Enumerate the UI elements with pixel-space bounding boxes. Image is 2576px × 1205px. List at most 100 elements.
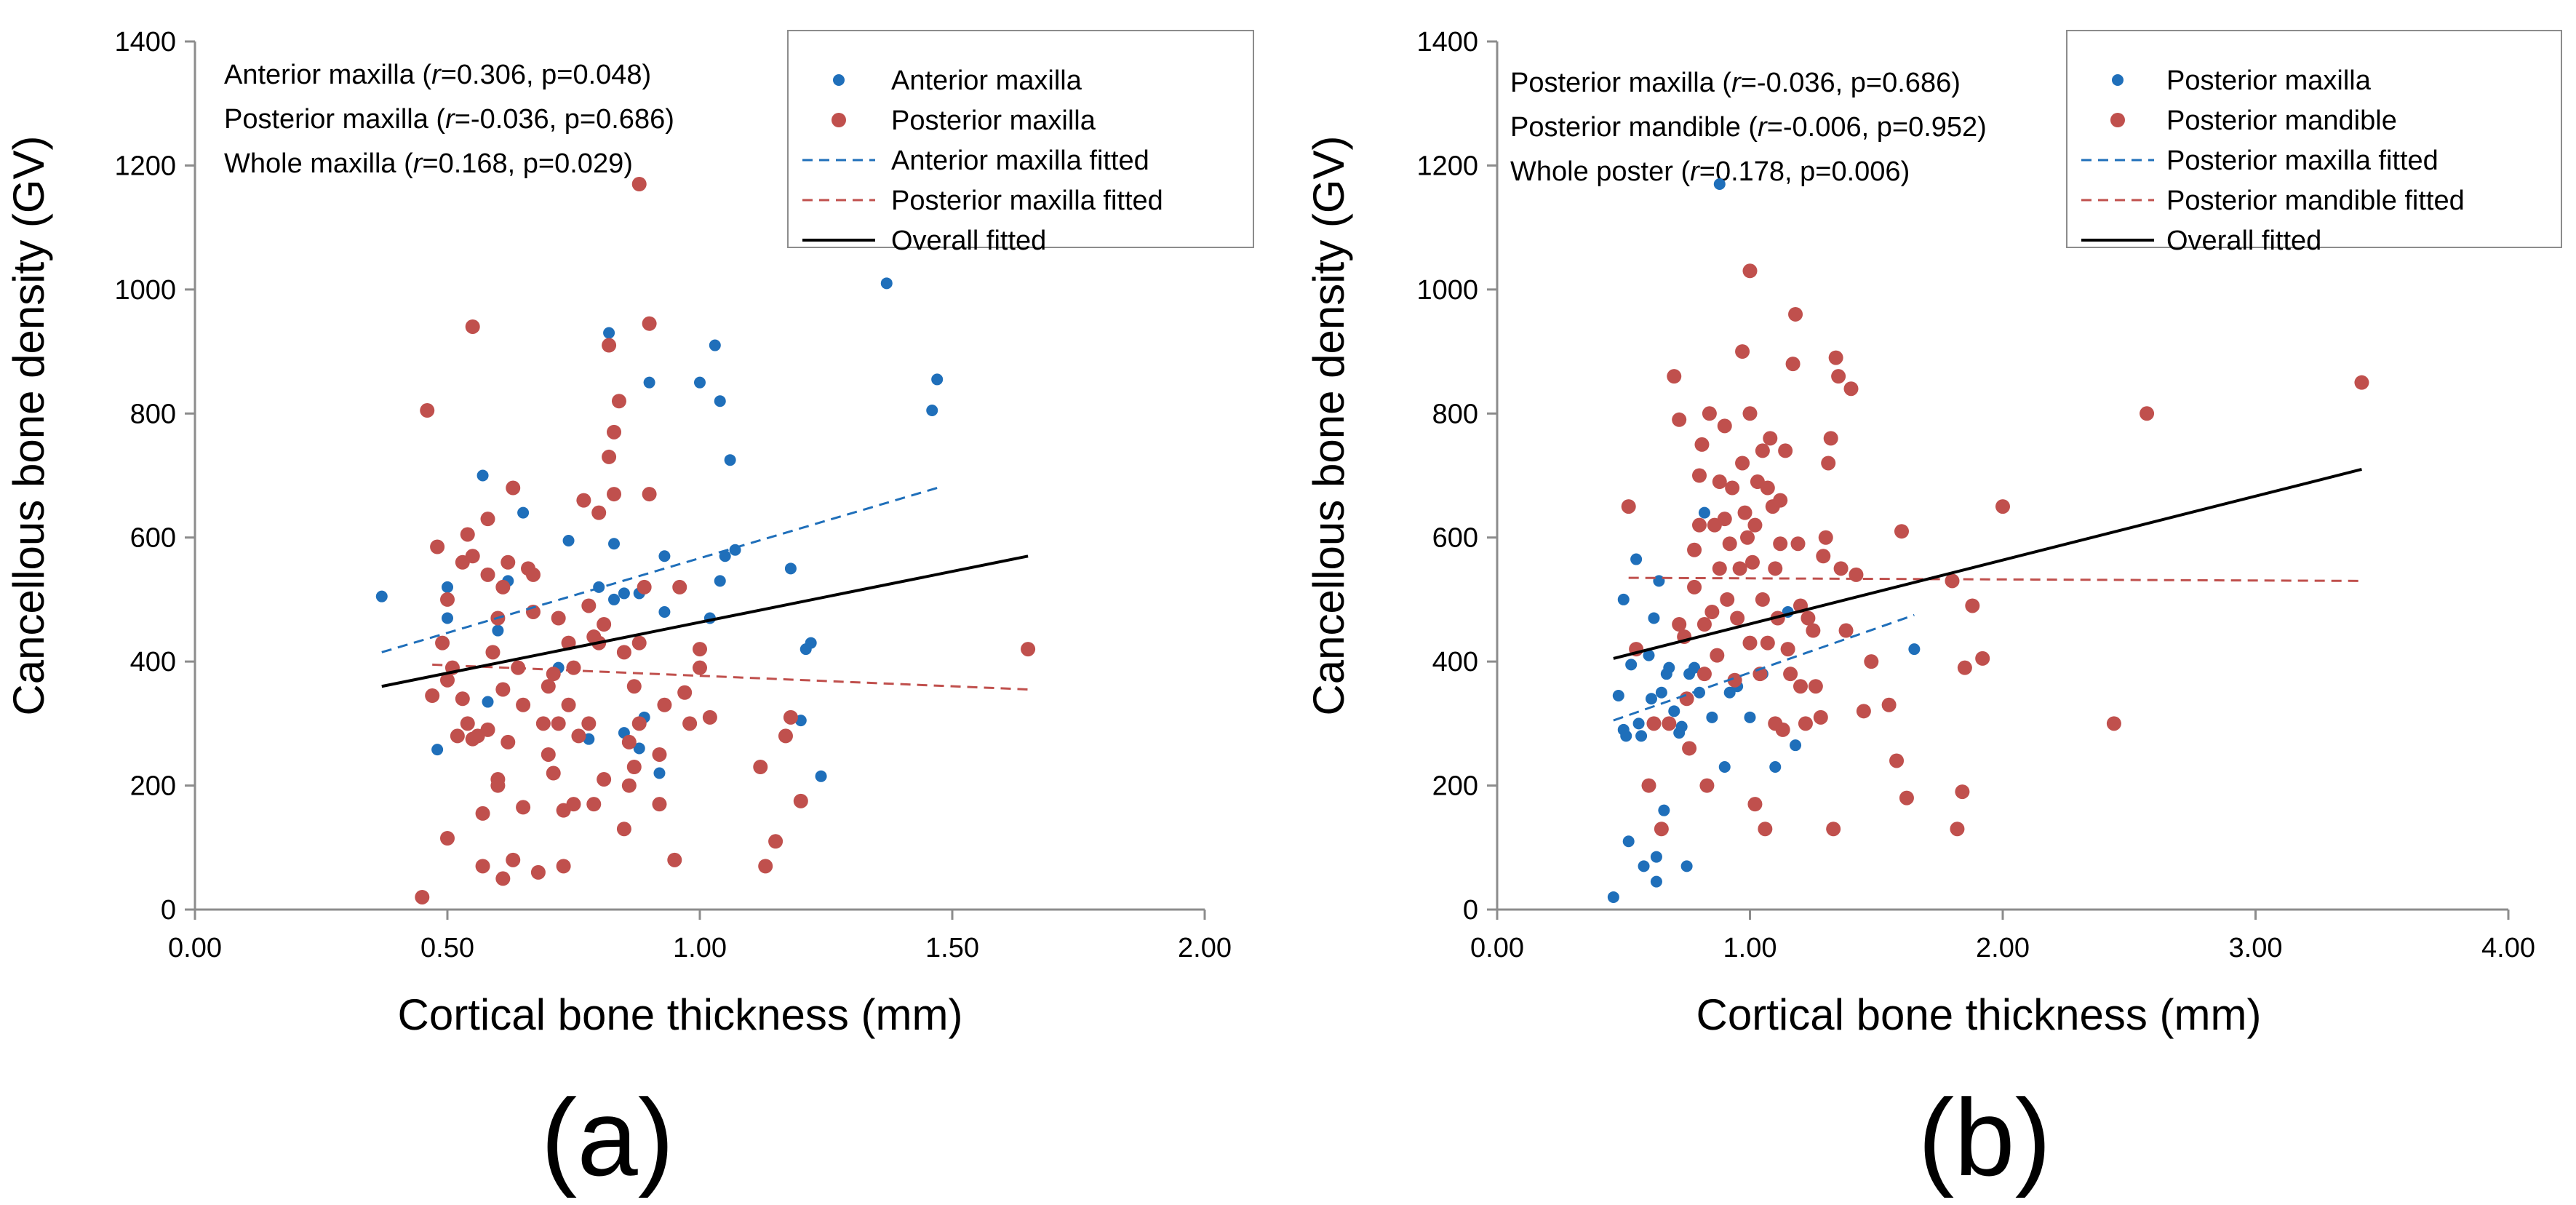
data-point bbox=[1710, 648, 1725, 663]
data-point bbox=[880, 277, 893, 290]
data-point bbox=[702, 709, 717, 725]
data-point bbox=[768, 834, 783, 849]
y-tick-label-b: 800 bbox=[1432, 399, 1478, 429]
data-point bbox=[1828, 350, 1843, 365]
data-point bbox=[517, 506, 530, 519]
plot-area-b: 0 200 400 600 800 1000 1200 1400 0.00 1.00 2.00 3.0… bbox=[1416, 27, 2535, 963]
data-point bbox=[1816, 549, 1831, 564]
x-tick-label-b: 1.00 bbox=[1723, 933, 1777, 963]
data-point bbox=[682, 716, 698, 731]
data-point bbox=[1622, 835, 1635, 848]
data-point bbox=[1717, 418, 1732, 434]
data-point bbox=[658, 605, 671, 618]
annotation-line: Posterior maxilla (r=-0.036, p=0.686) bbox=[224, 104, 674, 135]
data-point bbox=[476, 469, 489, 482]
legend-a: Anterior maxilla Posterior maxilla Anterio… bbox=[787, 30, 1254, 256]
data-point bbox=[926, 405, 938, 417]
data-point bbox=[2140, 406, 2155, 421]
data-point bbox=[1793, 679, 1808, 694]
data-point bbox=[440, 831, 455, 846]
data-point bbox=[714, 575, 726, 587]
data-point bbox=[425, 688, 440, 704]
data-point bbox=[724, 454, 736, 466]
data-point bbox=[1698, 506, 1710, 519]
legend-marker bbox=[2112, 74, 2124, 86]
legend-label: Posterior maxilla bbox=[2166, 65, 2372, 96]
y-tick-label-b: 0 bbox=[1463, 895, 1478, 926]
data-point bbox=[719, 550, 731, 562]
data-point bbox=[607, 487, 622, 502]
legend-label: Overall fitted bbox=[2166, 226, 2321, 256]
series-red-b bbox=[1621, 263, 2369, 837]
legend-label: Overall fitted bbox=[891, 226, 1046, 256]
data-point bbox=[667, 852, 682, 867]
data-point bbox=[1818, 530, 1833, 545]
data-point bbox=[541, 679, 556, 694]
data-point bbox=[475, 859, 490, 874]
data-point bbox=[611, 394, 626, 409]
data-point bbox=[2354, 375, 2369, 390]
data-point bbox=[1646, 716, 1662, 731]
data-point bbox=[1744, 554, 1760, 570]
data-point bbox=[1945, 573, 1960, 589]
data-point bbox=[1655, 686, 1667, 699]
plot-area-a: 0 200 400 600 800 1000 1200 1400 0.00 0.50 1.00 1.5… bbox=[114, 27, 1232, 963]
data-point bbox=[1687, 542, 1702, 557]
data-point bbox=[653, 767, 666, 779]
data-point bbox=[1696, 667, 1712, 682]
data-point bbox=[1975, 651, 1990, 666]
series-blue-b bbox=[1607, 178, 1921, 903]
data-point bbox=[1645, 693, 1657, 705]
data-point bbox=[506, 852, 521, 867]
data-point bbox=[637, 579, 652, 594]
data-point bbox=[492, 624, 504, 637]
data-point bbox=[566, 797, 581, 812]
data-point bbox=[516, 697, 531, 712]
data-point bbox=[1688, 661, 1701, 674]
data-point bbox=[551, 611, 566, 626]
data-point bbox=[1955, 784, 1970, 800]
data-point bbox=[576, 493, 591, 508]
data-point bbox=[657, 697, 672, 712]
data-point bbox=[1778, 443, 1793, 458]
annotation-line: Posterior mandible (r=-0.006, p=0.952) bbox=[1510, 112, 1987, 143]
data-point bbox=[1760, 635, 1775, 651]
data-point bbox=[561, 697, 576, 712]
x-tick-label-b: 2.00 bbox=[1976, 933, 2030, 963]
data-point bbox=[603, 327, 615, 339]
data-point bbox=[1843, 381, 1859, 397]
legend-box-b bbox=[2066, 30, 2562, 248]
data-point bbox=[1831, 369, 1846, 384]
data-point bbox=[621, 778, 637, 793]
data-point bbox=[618, 587, 630, 600]
data-point bbox=[1667, 369, 1682, 384]
data-point bbox=[643, 376, 655, 389]
data-point bbox=[1635, 730, 1648, 742]
data-point bbox=[556, 859, 571, 874]
data-point bbox=[1808, 679, 1823, 694]
data-point bbox=[709, 339, 721, 351]
x-axis-title-b: Cortical bone thickness (mm) bbox=[1696, 990, 2262, 1039]
data-point bbox=[616, 645, 631, 660]
data-point bbox=[435, 635, 450, 651]
data-point bbox=[778, 728, 793, 744]
data-point bbox=[495, 682, 511, 697]
panel-b: Cancellous bone density (GV) Cortical bo… bbox=[1304, 27, 2562, 1198]
data-point bbox=[753, 760, 768, 775]
x-tick-label-a: 0.50 bbox=[420, 933, 474, 963]
data-point bbox=[1783, 667, 1798, 682]
data-point bbox=[1696, 617, 1712, 632]
data-point bbox=[1638, 860, 1650, 872]
data-point bbox=[1788, 306, 1803, 322]
data-point bbox=[480, 512, 495, 527]
data-point bbox=[631, 176, 647, 191]
data-point bbox=[1758, 822, 1773, 837]
legend-label: Posterior mandible fitted bbox=[2166, 186, 2465, 216]
data-point bbox=[431, 744, 444, 756]
data-point bbox=[1744, 711, 1756, 723]
data-point bbox=[1720, 592, 1735, 607]
data-point bbox=[562, 534, 575, 546]
data-point bbox=[793, 793, 808, 808]
data-point bbox=[642, 316, 657, 331]
annotation-line: Posterior maxilla (r=-0.036, p=0.686) bbox=[1510, 68, 1961, 98]
